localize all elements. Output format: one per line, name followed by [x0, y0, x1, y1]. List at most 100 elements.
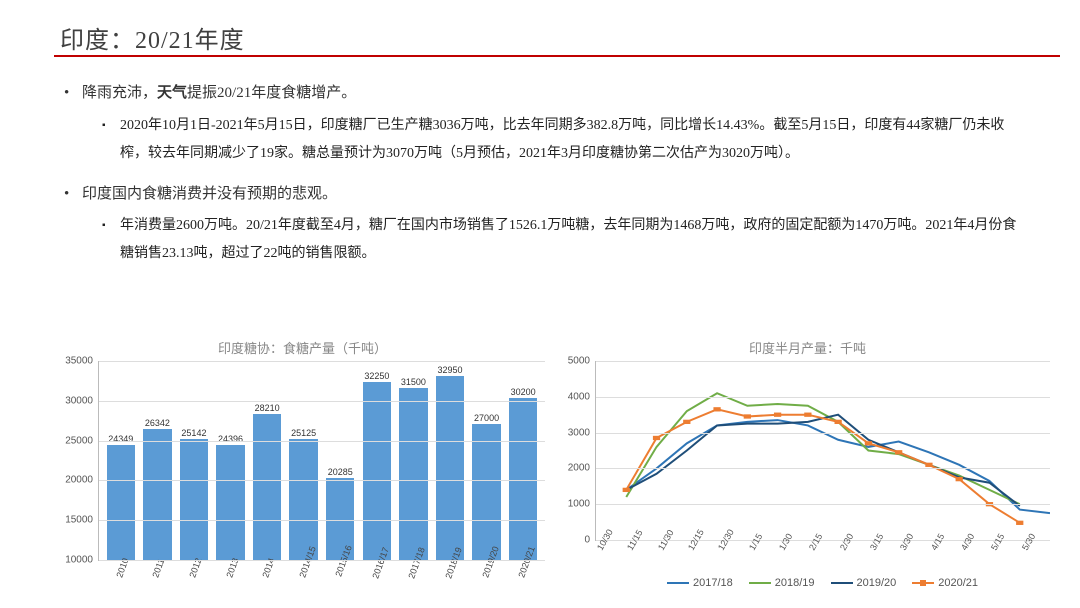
- legend-label: 2018/19: [775, 577, 815, 589]
- bar-value-label: 25125: [291, 428, 316, 438]
- line-ylabel: 3000: [568, 427, 596, 438]
- bullet-1-sub: 2020年10月1日-2021年5月15日，印度糖厂已生产糖3036万吨，比去年…: [60, 112, 1020, 168]
- bullet-2: 印度国内食糖消费并没有预期的悲观。: [60, 180, 1020, 209]
- line-gridline: [596, 433, 1050, 434]
- bar-chart-title: 印度糖协：食糖产量（千吨）: [60, 338, 545, 357]
- bar-value-label: 30200: [511, 387, 536, 397]
- bar-ylabel: 30000: [65, 395, 99, 406]
- line-marker: [774, 413, 781, 417]
- bar: [436, 376, 464, 560]
- bar: [363, 382, 391, 560]
- bar-slot: 322502016/17: [361, 371, 393, 560]
- line-svg: [596, 361, 1050, 540]
- bar-ylabel: 15000: [65, 515, 99, 526]
- bar-slot: 302002020/21: [507, 387, 539, 560]
- legend-swatch: [912, 582, 934, 584]
- line-ylabel: 5000: [568, 356, 596, 367]
- bar-gridline: [99, 520, 545, 521]
- bullet-1-rest: 提振20/21年度食糖增产。: [187, 85, 356, 101]
- bar: [253, 414, 281, 560]
- line-chart: 印度半月产量：千吨 010002000300040005000 10/3011/…: [565, 338, 1050, 598]
- line-marker: [895, 450, 902, 454]
- bullet-1-prefix: 降雨充沛，: [82, 85, 157, 101]
- bar-value-label: 25142: [181, 428, 206, 438]
- bar: [107, 445, 135, 560]
- bar-series: 2434920102634220112514220122439620132821…: [99, 361, 545, 560]
- bar-slot: 243962013: [215, 434, 247, 560]
- bar-value-label: 26342: [145, 418, 170, 428]
- line-marker: [925, 463, 932, 467]
- line-marker: [683, 420, 690, 424]
- bar-chart-plot: 2434920102634220112514220122439620132821…: [98, 361, 545, 561]
- line-legend: 2017/18 2018/19 2019/20 2020/21: [595, 577, 1050, 589]
- legend-label: 2020/21: [938, 577, 978, 589]
- line-gridline: [596, 397, 1050, 398]
- bar-ylabel: 20000: [65, 475, 99, 486]
- bar-ylabel: 35000: [65, 356, 99, 367]
- line-series: [626, 393, 1019, 504]
- legend-item: 2019/20: [831, 577, 897, 589]
- bar: [180, 439, 208, 560]
- bar-gridline: [99, 441, 545, 442]
- line-gridline: [596, 361, 1050, 362]
- bar-slot: 282102014: [251, 403, 283, 560]
- line-marker: [744, 414, 751, 418]
- bar-value-label: 20285: [328, 467, 353, 477]
- bar-gridline: [99, 361, 545, 362]
- line-chart-plot: 010002000300040005000: [595, 361, 1050, 541]
- line-marker: [1016, 521, 1023, 525]
- bar-gridline: [99, 480, 545, 481]
- bar-slot: 263422011: [142, 418, 174, 560]
- legend-item: 2020/21: [912, 577, 978, 589]
- bar-slot: 251422012: [178, 428, 210, 560]
- bar-slot: 243492010: [105, 434, 137, 560]
- bar: [472, 424, 500, 560]
- bar-ylabel: 10000: [65, 555, 99, 566]
- bar-value-label: 32250: [364, 371, 389, 381]
- bar-slot: 251252014/15: [288, 428, 320, 560]
- legend-swatch: [749, 582, 771, 584]
- title-underline: [54, 55, 1060, 57]
- bullet-1: 降雨充沛，天气提振20/21年度食糖增产。: [60, 79, 1020, 108]
- bullet-2-sub: 年消费量2600万吨。20/21年度截至4月，糖厂在国内市场销售了1526.1万…: [60, 212, 1020, 268]
- bar-gridline: [99, 560, 545, 561]
- bullet-1-bold: 天气: [157, 85, 187, 101]
- bar: [216, 445, 244, 560]
- line-ylabel: 4000: [568, 391, 596, 402]
- legend-swatch: [667, 582, 689, 584]
- bullet-list: 降雨充沛，天气提振20/21年度食糖增产。 2020年10月1日-2021年5月…: [60, 79, 1020, 268]
- bar: [289, 439, 317, 560]
- line-marker: [835, 420, 842, 424]
- line-marker: [956, 477, 963, 481]
- bar-slot: 270002019/20: [471, 413, 503, 560]
- bar-value-label: 32950: [437, 365, 462, 375]
- line-marker: [713, 407, 720, 411]
- line-gridline: [596, 468, 1050, 469]
- line-series: [626, 415, 1019, 506]
- line-ylabel: 1000: [568, 499, 596, 510]
- legend-item: 2018/19: [749, 577, 815, 589]
- legend-swatch: [831, 582, 853, 584]
- bar-value-label: 24396: [218, 434, 243, 444]
- line-marker: [653, 436, 660, 440]
- bar: [399, 388, 427, 560]
- line-marker: [623, 488, 630, 492]
- legend-item: 2017/18: [667, 577, 733, 589]
- page-title: 印度：20/21年度: [60, 20, 1020, 55]
- line-xaxis: 10/3011/1511/3012/1512/301/151/302/152/3…: [595, 541, 1050, 571]
- bar: [143, 429, 171, 560]
- line-gridline: [596, 504, 1050, 505]
- line-marker: [804, 413, 811, 417]
- bar: [509, 398, 537, 560]
- bar-chart: 印度糖协：食糖产量（千吨） 24349201026342201125142201…: [60, 338, 545, 598]
- line-marker: [865, 441, 872, 445]
- bar-gridline: [99, 401, 545, 402]
- bar-value-label: 27000: [474, 413, 499, 423]
- bar-value-label: 28210: [255, 403, 280, 413]
- bar-slot: 329502018/19: [434, 365, 466, 560]
- legend-label: 2019/20: [857, 577, 897, 589]
- legend-label: 2017/18: [693, 577, 733, 589]
- bar-slot: 315002017/18: [398, 377, 430, 560]
- bar-ylabel: 25000: [65, 435, 99, 446]
- bar-value-label: 24349: [108, 434, 133, 444]
